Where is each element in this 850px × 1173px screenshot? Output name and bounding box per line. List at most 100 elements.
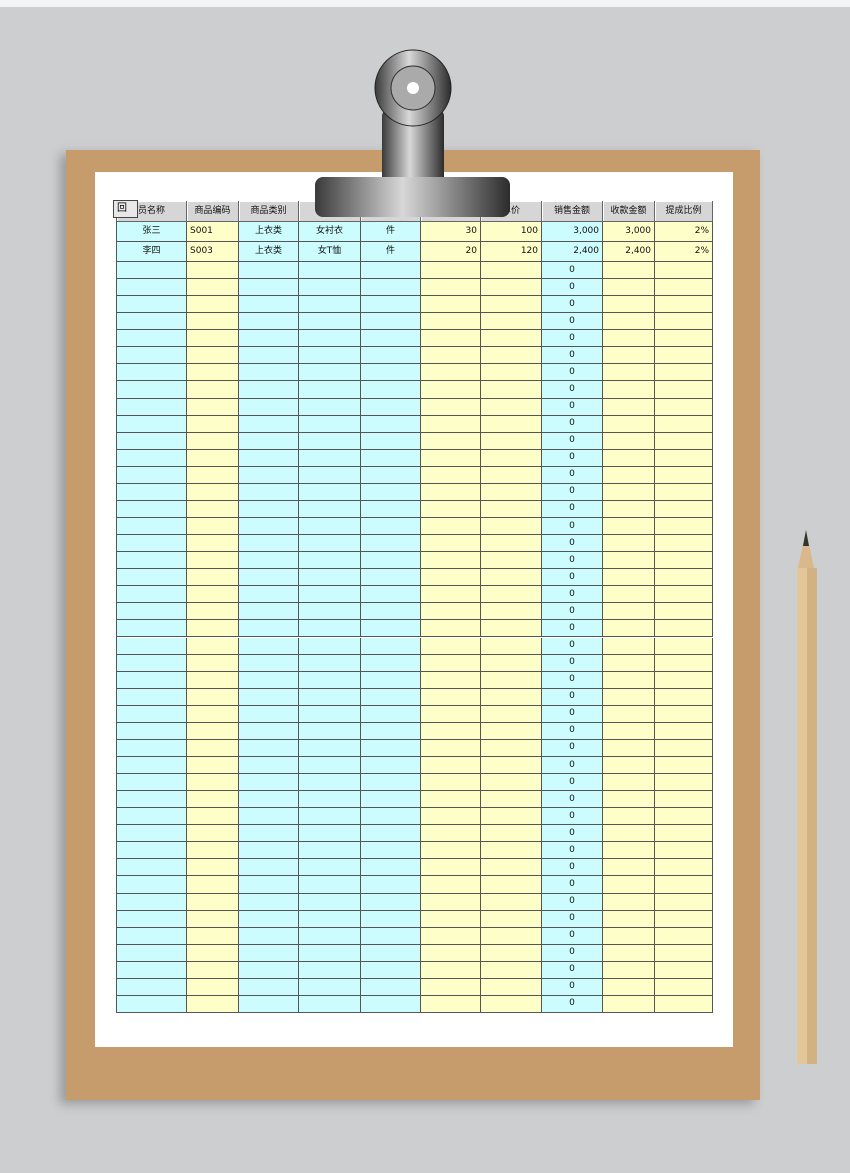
cell <box>299 364 361 382</box>
cell <box>603 995 655 1013</box>
cell <box>603 296 655 314</box>
cell <box>299 859 361 877</box>
cell <box>655 620 713 638</box>
cell <box>187 978 239 996</box>
cell <box>239 432 299 450</box>
cell <box>239 483 299 501</box>
cell <box>239 313 299 331</box>
cell <box>655 808 713 826</box>
cell <box>655 791 713 809</box>
cell <box>239 330 299 348</box>
cell <box>117 364 187 382</box>
cell <box>117 347 187 365</box>
cell: 0 <box>542 756 603 775</box>
cell <box>117 842 187 860</box>
cell <box>117 330 187 348</box>
cell <box>421 893 481 911</box>
cell <box>117 910 187 928</box>
cell: 0 <box>542 432 603 450</box>
cell <box>421 466 481 484</box>
cell: 30 <box>421 222 481 242</box>
cell <box>117 313 187 331</box>
cell <box>603 671 655 689</box>
cell <box>481 671 542 689</box>
cell <box>239 466 299 484</box>
cell <box>361 756 421 775</box>
cell <box>481 313 542 331</box>
cell <box>117 756 187 775</box>
cell <box>239 262 299 280</box>
cell <box>603 756 655 775</box>
cell <box>361 910 421 928</box>
cell <box>187 961 239 979</box>
cell: 0 <box>542 671 603 689</box>
cell <box>603 893 655 911</box>
cell <box>187 791 239 809</box>
cell <box>117 705 187 723</box>
cell <box>299 330 361 348</box>
cell: S001 <box>187 222 239 242</box>
cell <box>603 961 655 979</box>
cell <box>239 449 299 467</box>
cell <box>361 330 421 348</box>
cell <box>361 535 421 553</box>
cell <box>361 569 421 587</box>
cell <box>421 313 481 331</box>
cell <box>299 654 361 672</box>
cell: 李四 <box>117 242 187 262</box>
cell <box>603 535 655 553</box>
cell <box>603 552 655 570</box>
cell <box>655 671 713 689</box>
cell <box>481 961 542 979</box>
cell <box>421 859 481 877</box>
cell: 0 <box>542 296 603 314</box>
return-button[interactable]: 回 <box>113 200 138 218</box>
cell: 0 <box>542 995 603 1013</box>
cell <box>655 654 713 672</box>
cell: 0 <box>542 518 603 536</box>
cell <box>299 296 361 314</box>
cell <box>421 535 481 553</box>
cell <box>655 688 713 706</box>
cell <box>421 620 481 638</box>
cell <box>361 808 421 826</box>
cell: 女T恤 <box>299 242 361 262</box>
cell <box>239 637 299 655</box>
cell <box>603 518 655 536</box>
cell <box>117 808 187 826</box>
cell <box>361 671 421 689</box>
cell: 0 <box>542 398 603 416</box>
cell <box>655 995 713 1013</box>
cell <box>299 876 361 894</box>
cell: 销售金额 <box>542 201 603 222</box>
cell <box>481 774 542 792</box>
cell <box>603 774 655 792</box>
cell <box>603 825 655 843</box>
cell <box>299 586 361 604</box>
cell <box>655 381 713 399</box>
cell <box>361 842 421 860</box>
cell: 0 <box>542 603 603 621</box>
cell <box>361 876 421 894</box>
cell <box>187 415 239 433</box>
cell: 0 <box>542 859 603 877</box>
cell <box>299 466 361 484</box>
cell <box>481 859 542 877</box>
cell: 0 <box>542 842 603 860</box>
cell <box>361 859 421 877</box>
cell <box>603 483 655 501</box>
cell <box>299 449 361 467</box>
cell <box>481 688 542 706</box>
cell <box>299 313 361 331</box>
cell <box>481 364 542 382</box>
cell <box>187 330 239 348</box>
cell <box>187 398 239 416</box>
cell: 0 <box>542 944 603 962</box>
cell <box>361 500 421 519</box>
cell <box>117 859 187 877</box>
cell: 0 <box>542 535 603 553</box>
cell <box>481 262 542 280</box>
cell <box>481 944 542 962</box>
cell <box>481 808 542 826</box>
cell <box>655 262 713 280</box>
